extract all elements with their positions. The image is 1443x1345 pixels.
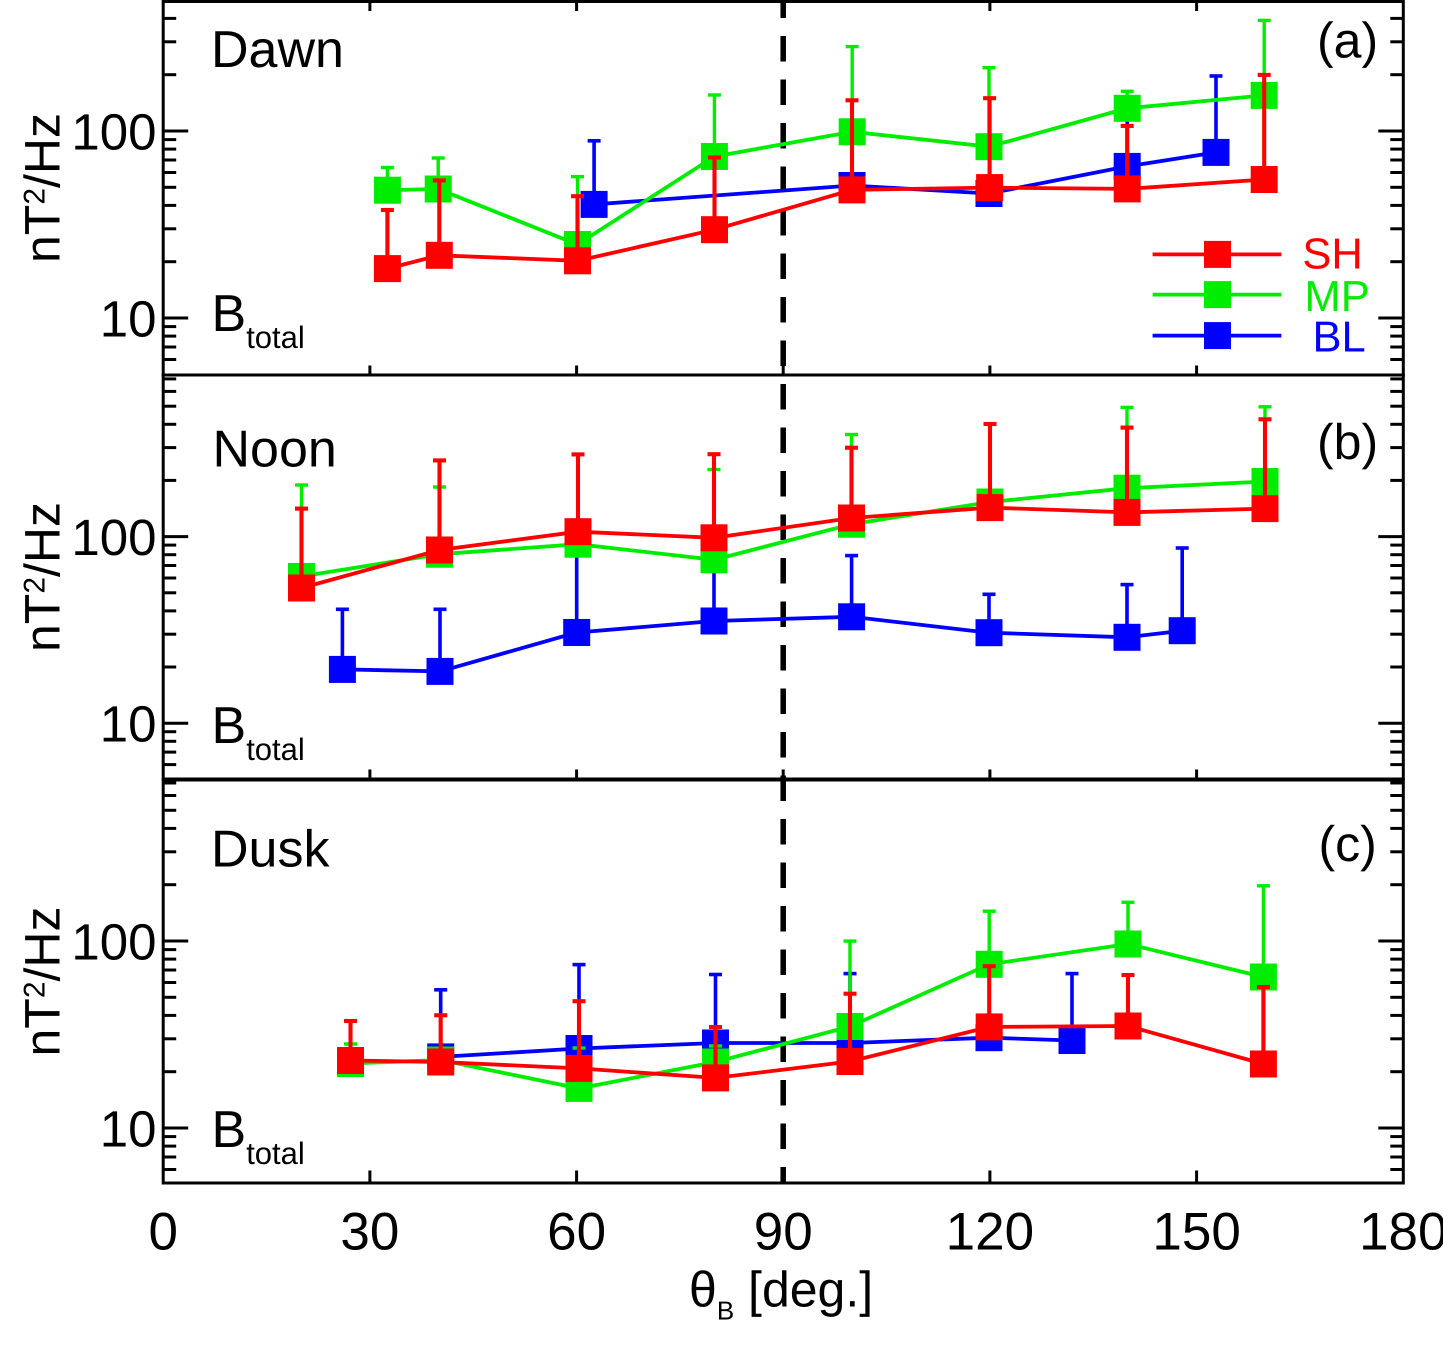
svg-text:Noon: Noon [213, 421, 337, 479]
svg-text:SH: SH [1302, 230, 1362, 278]
svg-text:30: 30 [340, 1203, 399, 1262]
svg-text:Dawn: Dawn [211, 21, 344, 79]
svg-text:Dusk: Dusk [211, 821, 330, 879]
svg-text:(c): (c) [1318, 816, 1376, 872]
svg-text:180: 180 [1359, 1203, 1443, 1262]
svg-text:10: 10 [100, 1101, 157, 1158]
svg-text:Btotal: Btotal [212, 285, 305, 355]
svg-text:MP: MP [1304, 273, 1369, 321]
svg-text:θB [deg.]: θB [deg.] [689, 1261, 873, 1325]
svg-text:10: 10 [100, 696, 157, 753]
svg-text:(a): (a) [1317, 12, 1378, 68]
svg-text:150: 150 [1152, 1203, 1240, 1262]
svg-text:Btotal: Btotal [212, 697, 305, 767]
svg-text:120: 120 [946, 1203, 1034, 1262]
svg-text:90: 90 [754, 1203, 813, 1262]
svg-text:100: 100 [71, 509, 156, 566]
svg-text:60: 60 [547, 1203, 606, 1262]
svg-text:100: 100 [71, 914, 156, 971]
svg-text:(b): (b) [1317, 414, 1378, 470]
svg-text:nT2/Hz: nT2/Hz [15, 113, 71, 263]
svg-text:nT2/Hz: nT2/Hz [15, 502, 71, 652]
svg-text:10: 10 [100, 291, 157, 348]
svg-text:0: 0 [148, 1203, 177, 1262]
svg-text:Btotal: Btotal [212, 1101, 305, 1171]
svg-text:BL: BL [1312, 313, 1365, 361]
svg-text:100: 100 [71, 104, 156, 161]
svg-text:nT2/Hz: nT2/Hz [15, 906, 71, 1056]
